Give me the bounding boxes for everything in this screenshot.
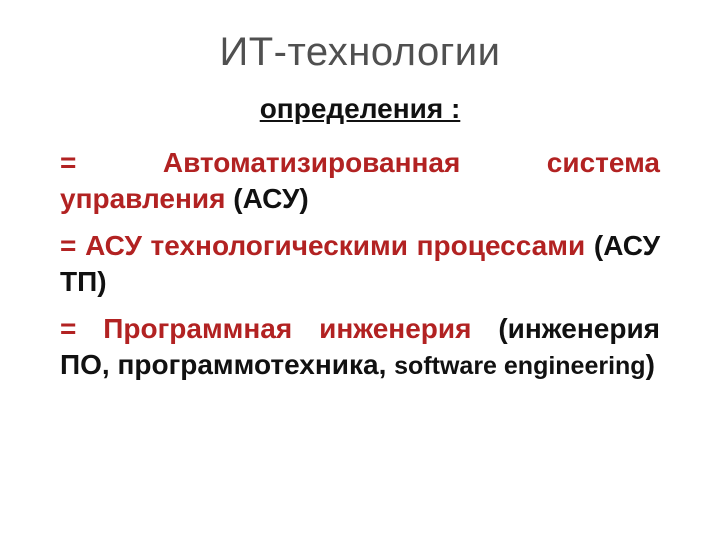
slide: ИТ-технологии определения : = Автоматизи… [0, 0, 720, 540]
equals-sign: = [60, 313, 103, 344]
equals-sign: = [60, 230, 85, 261]
definition-item-3: = Программная инженерия (инженерия ПО, п… [60, 311, 660, 384]
equals-sign: = [60, 147, 163, 178]
definition-paren-post: ) [646, 349, 655, 380]
slide-subtitle: определения : [60, 93, 660, 125]
definition-item-2: = АСУ технологическими процессами (АСУ Т… [60, 228, 660, 301]
definition-term: АСУ технологическими процессами [85, 230, 585, 261]
definition-item-1: = Автоматизированная система управления … [60, 145, 660, 218]
slide-body: = Автоматизированная система управления … [60, 139, 660, 393]
slide-title: ИТ-технологии [60, 30, 660, 75]
definition-paren: (АСУ) [225, 183, 308, 214]
definition-term: Программная инженерия [103, 313, 471, 344]
definition-english: software engineering [394, 352, 645, 380]
